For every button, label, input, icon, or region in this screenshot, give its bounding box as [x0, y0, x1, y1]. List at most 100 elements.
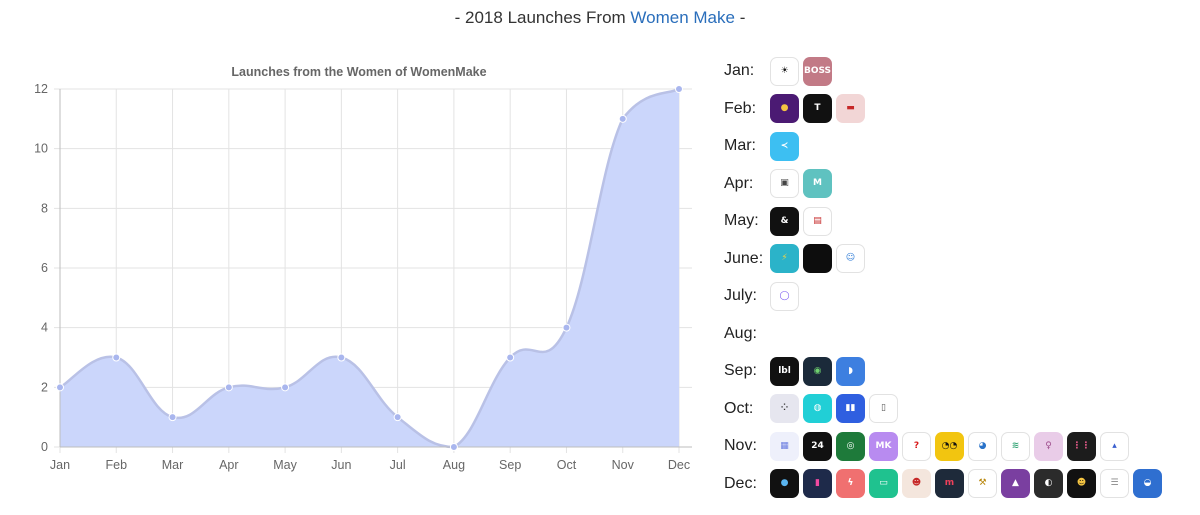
app-icon-group: ● ▮ ϟ ▭ ☻ m ⚒ ▲ ◐ ☻ ☰ ◒	[770, 469, 1162, 498]
title-prefix: - 2018 Launches From	[454, 8, 631, 27]
series-area-fill	[60, 89, 679, 447]
person-app-icon[interactable]: ☺	[836, 244, 865, 273]
phone-app-icon[interactable]: ▮	[803, 469, 832, 498]
mini-chart-app-icon[interactable]: ▴	[1100, 431, 1129, 461]
month-row: Dec: ● ▮ ϟ ▭ ☻ m ⚒ ▲ ◐ ☻ ☰ ◒	[724, 467, 1162, 501]
month-label: May:	[724, 212, 759, 229]
month-row: Feb: ● T ▬	[724, 92, 865, 126]
app-icon-group: ◯	[770, 281, 799, 311]
yoga-app-icon[interactable]: ♀	[1034, 431, 1063, 461]
witch-app-icon[interactable]: ▲	[1001, 469, 1030, 498]
month-row: Sep: lbl ◉ ◗	[724, 354, 865, 388]
app-icon-group: ● T ▬	[770, 94, 865, 123]
m-red-app-icon[interactable]: m	[935, 469, 964, 498]
month-label: Dec:	[724, 474, 757, 492]
data-point-dec[interactable]	[675, 85, 683, 93]
data-point-sep[interactable]	[506, 353, 515, 362]
month-label: Sep:	[724, 362, 757, 379]
x-tick-label: Jun	[331, 458, 351, 472]
data-point-may[interactable]	[281, 383, 290, 392]
data-point-nov[interactable]	[618, 114, 627, 123]
x-tick-label: Dec	[668, 458, 690, 472]
app-icon-group: lbl ◉ ◗	[770, 356, 865, 386]
data-point-jan[interactable]	[56, 383, 64, 392]
ghost-app-icon[interactable]: ◒	[1133, 469, 1162, 498]
app-icon-group: & ▤	[770, 206, 832, 236]
y-tick-label: 10	[34, 142, 48, 156]
ampersand-app-icon[interactable]: &	[770, 206, 799, 236]
flash-app-icon[interactable]: ϟ	[836, 469, 865, 498]
month-row: Nov: ▦ 24 ◎ MK? ◔◔ ◕ ≋ ♀ ⋮⋮ ▴	[724, 429, 1129, 463]
document-app-icon[interactable]: ▤	[803, 206, 832, 236]
m-app-icon[interactable]: M	[803, 169, 832, 198]
shoe-app-icon[interactable]: ◗	[836, 356, 865, 386]
month-label: Aug:	[724, 324, 757, 342]
blue-app-icon[interactable]: ≺	[770, 131, 799, 161]
app-icon-group: ▣ M	[770, 169, 832, 198]
launches-area-chart: Launches from the Women of WomenMake 0 2 4…	[34, 65, 692, 472]
santa-app-icon[interactable]: ☻	[902, 469, 931, 498]
t-app-icon[interactable]: T	[803, 94, 832, 123]
y-tick-label: 0	[41, 440, 48, 454]
data-point-apr[interactable]	[224, 383, 233, 392]
teal-app-icon[interactable]: ◍	[803, 394, 832, 423]
sunrise-app-icon[interactable]: ☀	[770, 56, 799, 86]
lock-app-icon[interactable]: ▯	[869, 394, 898, 423]
page-title: - 2018 Launches From Women Make -	[0, 8, 1200, 28]
list-app-icon[interactable]: ☰	[1100, 469, 1129, 498]
y-tick-label: 2	[41, 380, 48, 394]
month-label: Apr:	[724, 174, 754, 192]
chart-axes: 0 2 4 6 8 10 12 Jan Feb Mar Apr May Jun Jul Aug Sep Oct N…	[34, 82, 692, 472]
title-suffix: -	[734, 8, 746, 27]
coins-app-icon[interactable]: ≋	[1001, 431, 1030, 461]
women-make-link[interactable]: Women Make	[630, 8, 735, 27]
chart-title: Launches from the Women of WomenMake	[231, 65, 486, 79]
globe-app-icon[interactable]: ◉	[803, 356, 832, 386]
month-row: July: ◯	[724, 279, 799, 313]
data-point-oct[interactable]	[562, 323, 571, 332]
bars-app-icon[interactable]: ▮▮	[836, 394, 865, 423]
audio-app-icon[interactable]: ⋮⋮	[1067, 431, 1096, 461]
blob-app-icon[interactable]: ●	[770, 469, 799, 498]
ticket-app-icon[interactable]: ▬	[836, 94, 865, 123]
earth-app-icon[interactable]: ◕	[968, 431, 997, 461]
app-icon-group: ≺	[770, 131, 799, 161]
eyes-app-icon[interactable]: ◔◔	[935, 431, 964, 461]
month-row: June: ⚡ ☺	[724, 242, 865, 276]
month-row: Mar: ≺	[724, 129, 799, 163]
dots-app-icon[interactable]: ⁘	[770, 394, 799, 423]
x-tick-label: Aug	[443, 458, 465, 472]
data-point-mar[interactable]	[168, 413, 177, 422]
month-label: Nov:	[724, 437, 757, 454]
tv-app-icon[interactable]: ▣	[770, 169, 799, 198]
emoji-app-icon[interactable]: ☻	[1067, 469, 1096, 498]
24hr-app-icon[interactable]: 24	[803, 431, 832, 461]
grid-app-icon[interactable]: ▦	[770, 431, 799, 461]
bolt-app-icon[interactable]: ⚡	[770, 244, 799, 273]
month-label: Mar:	[724, 137, 756, 154]
data-point-jun[interactable]	[337, 353, 346, 362]
make-app-icon[interactable]: MK	[869, 431, 898, 461]
boss-app-icon[interactable]: BOSS	[803, 56, 832, 86]
hammer-app-icon[interactable]: ⚒	[968, 469, 997, 498]
month-row: Jan: ☀ BOSS	[724, 54, 832, 88]
month-label: July:	[724, 287, 757, 304]
app-icon-group: ⁘ ◍ ▮▮ ▯	[770, 394, 898, 423]
ring-app-icon[interactable]: ◯	[770, 281, 799, 311]
data-point-feb[interactable]	[112, 353, 121, 362]
folder-app-icon[interactable]: ▭	[869, 469, 898, 498]
data-point-jul[interactable]	[393, 413, 402, 422]
purple-app-icon[interactable]: ●	[770, 94, 799, 123]
label-app-icon[interactable]: lbl	[770, 356, 799, 386]
data-point-aug[interactable]	[449, 443, 458, 451]
black-app-icon[interactable]	[803, 244, 832, 273]
y-tick-label: 8	[41, 201, 48, 215]
magnifier-app-icon[interactable]: ◎	[836, 431, 865, 461]
month-row: May: & ▤	[724, 204, 832, 238]
x-tick-label: Mar	[162, 458, 184, 472]
question-app-icon[interactable]: ?	[902, 431, 931, 461]
moon-app-icon[interactable]: ◐	[1034, 469, 1063, 498]
app-icon-group: ☀ BOSS	[770, 56, 832, 86]
app-icon-group: ▦ 24 ◎ MK? ◔◔ ◕ ≋ ♀ ⋮⋮ ▴	[770, 431, 1129, 461]
x-tick-label: Oct	[557, 458, 577, 472]
